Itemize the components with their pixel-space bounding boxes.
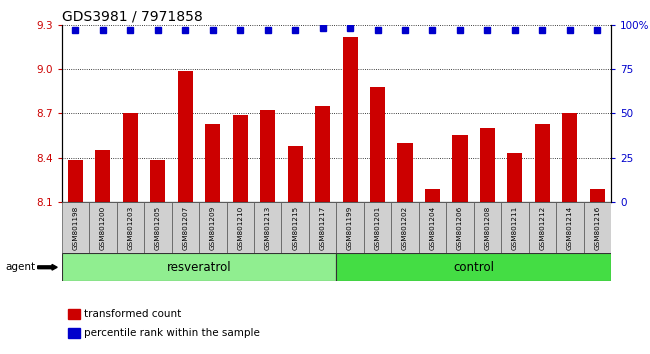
Bar [528,202,556,253]
Text: GSM801199: GSM801199 [347,205,353,250]
Bar [199,202,227,253]
Text: GSM801205: GSM801205 [155,205,161,250]
Text: GSM801202: GSM801202 [402,205,408,250]
Bar [584,202,611,253]
Text: GSM801204: GSM801204 [430,205,436,250]
Bar [480,128,495,202]
Bar [144,202,172,253]
Bar [227,202,254,253]
Bar [315,106,330,202]
Text: GSM801200: GSM801200 [100,205,106,250]
Text: GSM801207: GSM801207 [183,205,188,250]
Bar [254,202,281,253]
Text: control: control [453,261,494,274]
Bar [178,70,193,202]
Bar [337,202,364,253]
Bar [89,202,117,253]
Bar [288,146,303,202]
Bar [68,160,83,202]
Bar [364,202,391,253]
Bar [205,124,220,202]
Bar [398,143,413,202]
Bar [590,188,605,202]
Bar [117,202,144,253]
Bar [96,150,111,202]
Text: GSM801217: GSM801217 [320,205,326,250]
Text: GSM801215: GSM801215 [292,205,298,250]
Text: resveratrol: resveratrol [167,261,231,274]
Bar [62,202,89,253]
Bar [425,188,440,202]
Bar [446,202,474,253]
Bar [419,202,446,253]
Bar [309,202,337,253]
Text: GSM801213: GSM801213 [265,205,270,250]
Bar [123,113,138,202]
Bar [343,36,358,202]
Bar [370,87,385,202]
Bar [556,202,584,253]
Bar [233,115,248,202]
Text: GSM801214: GSM801214 [567,205,573,250]
Text: GSM801216: GSM801216 [594,205,600,250]
Bar [391,202,419,253]
Text: GDS3981 / 7971858: GDS3981 / 7971858 [62,10,203,24]
Bar [562,113,577,202]
Text: GSM801201: GSM801201 [374,205,380,250]
Text: GSM801198: GSM801198 [73,205,79,250]
Text: GSM801209: GSM801209 [210,205,216,250]
Bar [281,202,309,253]
Text: GSM801211: GSM801211 [512,205,518,250]
Bar [150,160,165,202]
Text: transformed count: transformed count [84,309,182,319]
Text: GSM801203: GSM801203 [127,205,133,250]
Bar [260,110,275,202]
Bar [452,135,467,202]
Bar [172,202,199,253]
Text: agent: agent [5,262,35,272]
Bar [337,253,611,281]
Bar [474,202,501,253]
Bar [501,202,528,253]
Text: GSM801210: GSM801210 [237,205,243,250]
Bar [535,124,550,202]
Bar [508,153,523,202]
Bar [62,253,337,281]
Text: GSM801208: GSM801208 [484,205,490,250]
Text: GSM801206: GSM801206 [457,205,463,250]
Text: GSM801212: GSM801212 [540,205,545,250]
Text: percentile rank within the sample: percentile rank within the sample [84,328,261,338]
